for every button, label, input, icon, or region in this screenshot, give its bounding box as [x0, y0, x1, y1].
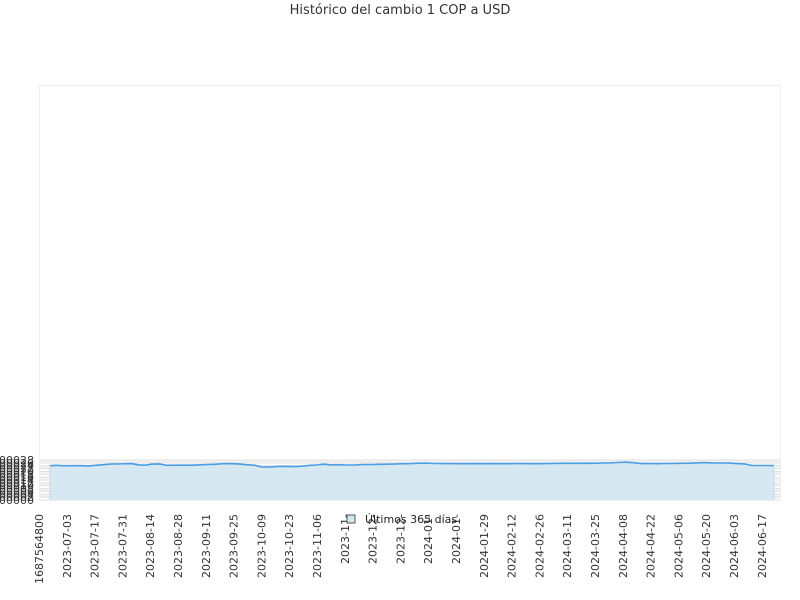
x-tick-label: 2023-11-: [339, 514, 352, 564]
legend-label: Últimos 365 días: [365, 513, 457, 526]
x-tick-label: 2023-07-31: [116, 514, 129, 578]
chart-title: Histórico del cambio 1 COP a USD: [289, 3, 511, 18]
legend: Últimos 365 días: [346, 513, 457, 526]
y-tick-label: 0.000016: [0, 471, 34, 484]
y-tick-label: 0.000004: [0, 488, 34, 501]
y-tick-label: 0.000008: [0, 483, 34, 496]
y-axis: 0.0000000.0000020.0000040.0000060.000008…: [0, 454, 34, 507]
y-tick-label: 0.000018: [0, 468, 34, 481]
x-tick-label: 2024-02-26: [533, 514, 546, 578]
x-tick-label: 2024-03-11: [561, 514, 574, 578]
y-tick-label: 0.000006: [0, 485, 34, 498]
x-tick-label: 2024-04-22: [645, 514, 658, 578]
x-tick-label: 2023-07-03: [61, 514, 74, 578]
y-tick-label: 0.000028: [0, 454, 34, 467]
legend-swatch: [346, 514, 356, 524]
y-tick-label: 0.000014: [0, 474, 34, 487]
y-tick-label: 0.000010: [0, 480, 34, 493]
series-area-fill: [50, 462, 774, 500]
y-tick-label: 0.000026: [0, 457, 34, 470]
series-area: [49, 461, 775, 500]
x-tick-label: 2024-01-: [450, 514, 463, 564]
x-tick-label: 2023-11-06: [311, 514, 324, 578]
grid-band: [40, 86, 780, 461]
x-axis: 1687564800 2023-07-03 2023-07-17 2023-07-31…: [33, 514, 769, 584]
x-tick-label: 2023-08-28: [172, 514, 185, 578]
x-tick-label: 2023-07-17: [89, 514, 102, 578]
x-tick-label: 2023-10-23: [283, 514, 296, 578]
x-tick-label: 2024-02-12: [506, 514, 519, 578]
x-tick-label: 2023-10-09: [255, 514, 268, 578]
x-tick-label: 2023-09-25: [228, 514, 241, 578]
x-tick-label: 2023-09-11: [200, 514, 213, 578]
x-tick-label: 2023-12-: [394, 514, 407, 564]
grid-bands: [39, 85, 781, 501]
x-tick-label: 2024-05-20: [700, 514, 713, 578]
x-tick-label: 2024-01-29: [478, 514, 491, 578]
x-tick-label: 2024-04-08: [617, 514, 630, 578]
x-tick-label: 1687564800: [33, 514, 46, 584]
x-tick-label: 2024-06-03: [728, 514, 741, 578]
grid-band: [40, 460, 780, 463]
x-tick-label: 2024-05-06: [672, 514, 685, 578]
x-tick-label: 2024-06-17: [756, 514, 769, 578]
x-tick-label: 2023-08-14: [144, 514, 157, 578]
series-line: [49, 461, 775, 468]
x-tick-label: 2024-03-25: [589, 514, 602, 578]
y-tick-label: 0.000024: [0, 460, 34, 473]
x-tick-label: 2023-12-: [367, 514, 380, 564]
x-tick-label: 2024-01-: [422, 514, 435, 564]
